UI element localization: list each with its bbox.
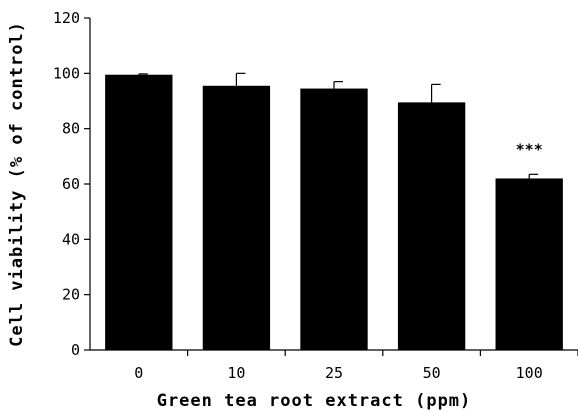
bars-group <box>105 74 563 351</box>
y-ticks-group: 0 20 40 60 80 100 120 <box>53 9 90 359</box>
y-tick-label: 60 <box>62 175 80 193</box>
y-tick-label: 20 <box>62 286 80 304</box>
y-axis-title: Cell viability (% of control) <box>7 21 27 347</box>
x-axis-title: Green tea root extract (ppm) <box>157 391 472 411</box>
x-tick-label: 0 <box>134 364 143 382</box>
y-tick-label: 120 <box>53 9 80 27</box>
error-bars-group <box>138 72 539 179</box>
bar-25 <box>300 88 368 351</box>
bar-100 <box>495 178 563 350</box>
x-tick-label: 100 <box>516 364 543 382</box>
annotations-group: *** <box>516 140 543 158</box>
y-tick-label: 100 <box>53 64 80 82</box>
x-ticks-group: 0 10 25 50 100 <box>134 350 578 382</box>
bar-50 <box>397 102 466 350</box>
significance-marker: *** <box>516 140 543 158</box>
y-tick-label: 40 <box>62 230 80 248</box>
y-tick-label: 0 <box>71 341 80 359</box>
x-tick-label: 50 <box>423 364 441 382</box>
bar-0 <box>105 74 173 350</box>
y-tick-label: 80 <box>62 120 80 138</box>
x-tick-label: 10 <box>227 364 245 382</box>
bar-10 <box>202 85 271 351</box>
x-tick-label: 25 <box>325 364 343 382</box>
